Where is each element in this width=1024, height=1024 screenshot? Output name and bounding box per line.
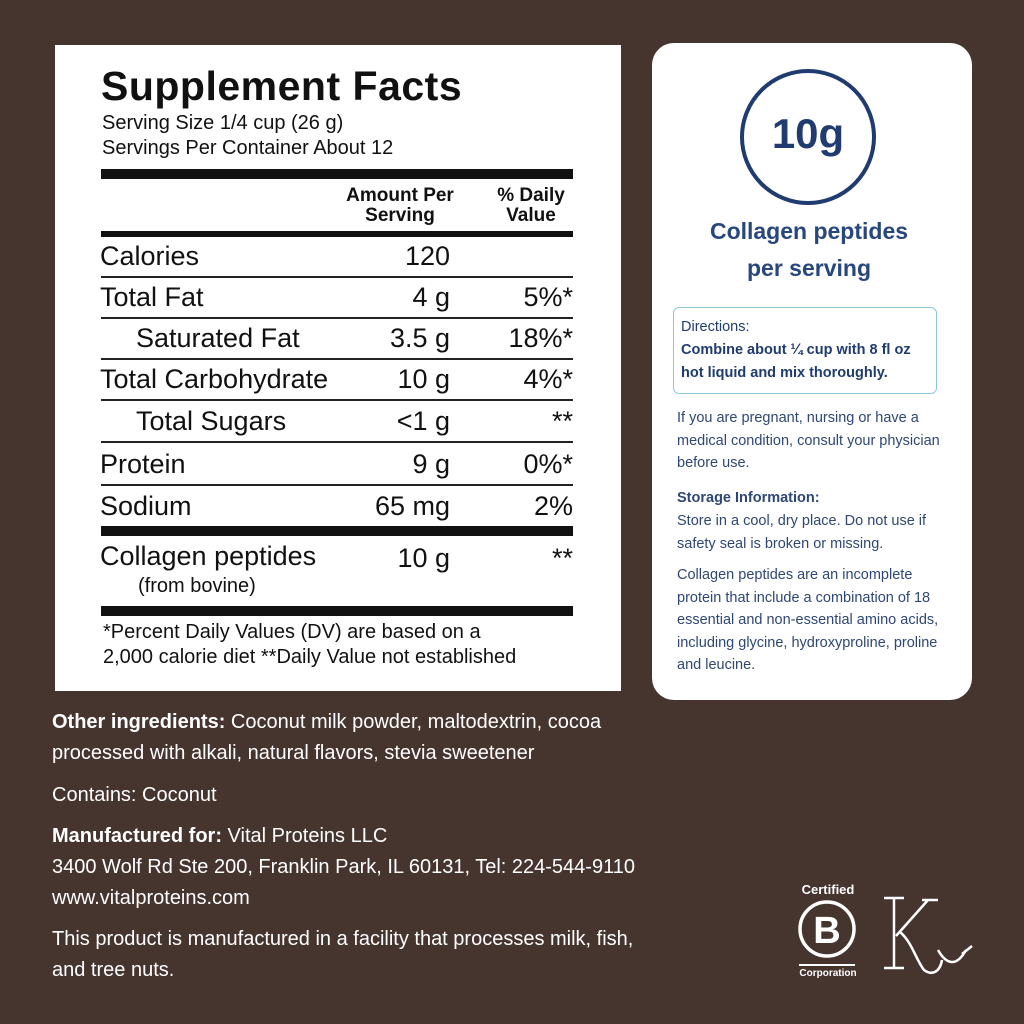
directions-text: hot liquid and mix thoroughly. — [681, 365, 888, 381]
label: Other ingredients: — [52, 711, 226, 733]
header-dv: % Daily — [497, 185, 565, 206]
row-rule — [101, 276, 573, 278]
collagen-amount: 10 g — [397, 543, 450, 573]
bcorp-bottom: Corporation — [799, 968, 857, 979]
allergen: This product is manufactured in a facili… — [52, 928, 634, 981]
nutrient-dv: 5%* — [523, 282, 573, 312]
bcorp-top: Certified — [801, 882, 855, 897]
headline: per serving — [747, 255, 871, 281]
bcorp-logo — [798, 900, 856, 966]
header-amount: Amount Per — [346, 185, 454, 206]
bcorp-letter: B — [813, 910, 841, 952]
directions-box — [673, 307, 937, 394]
servings-per-container: Servings Per Container About 12 — [102, 137, 394, 159]
label: Manufactured for: — [52, 825, 222, 847]
nutrient-amount: 120 — [404, 241, 450, 271]
nutrient-name: Sodium — [100, 491, 192, 521]
collagen-source: (from bovine) — [138, 575, 256, 597]
nutrient-name: Calories — [100, 241, 200, 271]
thick-bar — [101, 526, 573, 536]
header-dv: Value — [506, 205, 556, 226]
header-amount: Serving — [365, 205, 435, 226]
info-card: 10g Collagen peptides per serving Direct… — [652, 43, 972, 700]
row-rule — [101, 484, 573, 486]
nutrient-name: Protein — [100, 449, 186, 479]
thick-bar — [101, 169, 573, 179]
nutrient-dv: 4%* — [523, 364, 573, 394]
collagen-dv: ** — [551, 543, 573, 573]
nutrient-dv: 18%* — [508, 323, 573, 353]
supplement-facts-panel: Supplement Facts Serving Size 1/4 cup (2… — [55, 45, 621, 691]
facts-title: Supplement Facts — [101, 63, 463, 109]
website: www.vitalproteins.com — [52, 887, 250, 909]
thick-bar — [101, 606, 573, 616]
text: Coconut milk powder, maltodextrin, cocoa… — [52, 711, 602, 764]
serving-size: Serving Size 1/4 cup (26 g) — [102, 112, 344, 134]
nutrient-amount: 3.5 g — [389, 323, 450, 353]
badge-circle — [740, 69, 876, 205]
collagen-name: Collagen peptides — [100, 541, 317, 571]
nutrient-dv: 2% — [533, 491, 573, 521]
manufacturer: Manufactured for: Vital Proteins LLC — [52, 821, 692, 852]
nutrient-amount: 4 g — [412, 282, 450, 312]
thick-bar — [101, 231, 573, 237]
text: Vital Proteins LLC — [222, 825, 388, 847]
nutrient-name: Total Sugars — [136, 406, 287, 436]
nutrient-name: Total Carbohydrate — [100, 364, 329, 394]
nutrient-amount: 9 g — [412, 449, 450, 479]
note: Collagen peptides are an incomplete prot… — [677, 567, 939, 673]
storage-text: Store in a cool, dry place. Do not use i… — [677, 513, 927, 552]
footnote: *Percent Daily Values (DV) are based on … — [103, 621, 481, 643]
nutrient-dv: ** — [551, 406, 573, 436]
row-rule — [101, 399, 573, 401]
warning: If you are pregnant, nursing or have a m… — [677, 410, 940, 471]
nutrient-amount: 65 mg — [374, 491, 450, 521]
nutrient-amount: 10 g — [397, 364, 450, 394]
address: 3400 Wolf Rd Ste 200, Franklin Park, IL … — [52, 856, 635, 878]
row-rule — [101, 317, 573, 319]
directions-title: Directions: — [681, 319, 750, 335]
other-ingredients: Other ingredients: Coconut milk powder, … — [52, 707, 692, 769]
headline: Collagen peptides — [709, 218, 909, 244]
nutrient-name: Saturated Fat — [136, 323, 300, 353]
directions-text: Combine about ¼ cup with 8 fl oz — [681, 342, 911, 358]
nutrient-name: Total Fat — [100, 282, 204, 312]
row-rule — [101, 358, 573, 360]
row-rule — [101, 441, 573, 443]
badge-text: 10g — [771, 110, 845, 157]
contains: Contains: Coconut — [52, 784, 217, 806]
nutrient-dv: 0%* — [523, 449, 573, 479]
nutrient-amount: <1 g — [396, 406, 450, 436]
brand-monogram — [884, 896, 973, 974]
storage-title: Storage Information: — [677, 490, 820, 506]
footnote: 2,000 calorie diet **Daily Value not est… — [103, 646, 517, 668]
